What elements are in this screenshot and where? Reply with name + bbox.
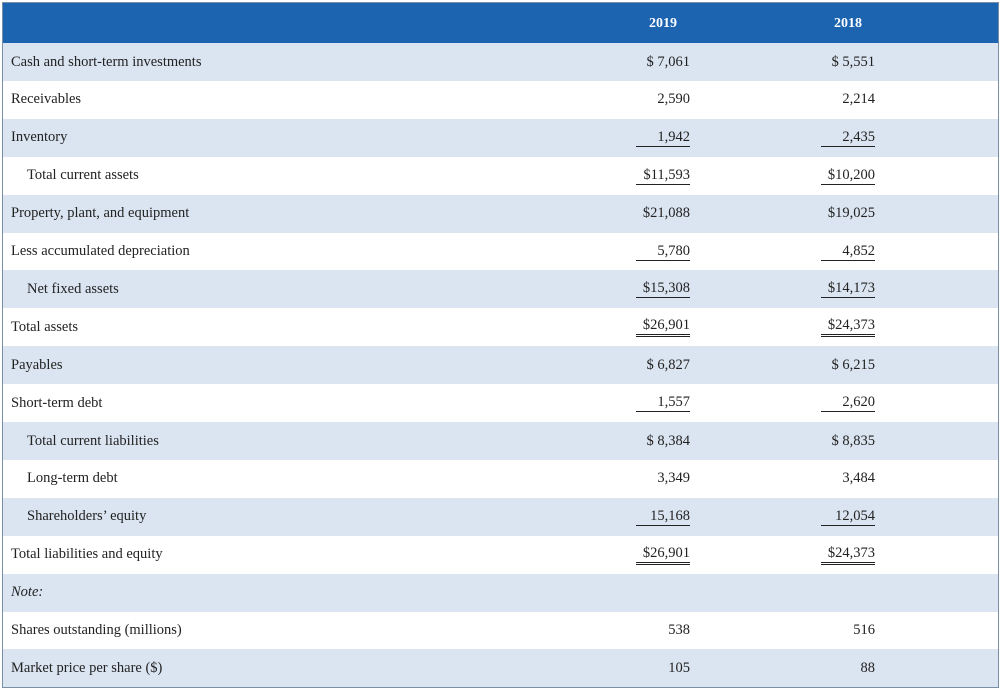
- table-row: Shareholders’ equity 15,168 12,054: [3, 497, 998, 536]
- table-row: Receivables 2,590 2,214: [3, 81, 998, 119]
- table-row: Net fixed assets $15,308 $14,173: [3, 270, 998, 309]
- row-label: Total current assets: [27, 167, 139, 184]
- cell-value: $24,373: [821, 545, 875, 565]
- table-row: Shares outstanding (millions) 538 516: [3, 612, 998, 650]
- cell-value: 3,349: [657, 470, 690, 487]
- table-row: Long-term debt 3,349 3,484: [3, 460, 998, 498]
- table-row: Less accumulated depreciation 5,780 4,852: [3, 233, 998, 271]
- table-row: Short-term debt 1,557 2,620: [3, 384, 998, 422]
- row-label: Receivables: [11, 91, 82, 108]
- cell-value: 88: [860, 659, 876, 676]
- column-header: 2019: [649, 15, 677, 31]
- table-row: Inventory 1,942 2,435: [3, 118, 998, 157]
- cell-value: $24,373: [821, 317, 875, 338]
- row-label: Note:: [11, 584, 44, 601]
- table-row: Property, plant, and equipment $21,088 $19…: [3, 194, 998, 233]
- table-row: Market price per share ($) 105 88: [3, 649, 998, 688]
- row-label: Net fixed assets: [27, 280, 119, 297]
- cell-value: $11,593: [636, 167, 690, 185]
- table-row: Total current assets $11,593 $10,200: [3, 157, 998, 195]
- table-row: Total current liabilities $ 8,384 $ 8,835: [3, 422, 998, 460]
- row-label: Long-term debt: [27, 470, 118, 487]
- row-label: Less accumulated depreciation: [11, 243, 190, 259]
- cell-value: $15,308: [636, 280, 690, 299]
- table-row: Payables $ 6,827 $ 6,215: [3, 346, 998, 385]
- cell-value: 1,942: [636, 129, 690, 147]
- cell-value: $ 8,384: [646, 432, 691, 449]
- row-label: Shareholders’ equity: [27, 508, 147, 525]
- cell-value: 15,168: [636, 508, 690, 526]
- cell-value: $26,901: [636, 545, 690, 565]
- row-label: Inventory: [11, 129, 68, 146]
- row-label: Short-term debt: [11, 394, 103, 411]
- cell-value: 2,590: [657, 91, 690, 108]
- cell-value: $21,088: [642, 205, 690, 222]
- cell-value: 538: [668, 622, 690, 638]
- table-row: Note:: [3, 573, 998, 612]
- row-label: Payables: [11, 356, 63, 373]
- table-row: Cash and short-term investments $ 7,061 $ …: [3, 43, 998, 81]
- row-label: Total current liabilities: [27, 432, 159, 449]
- cell-value: $ 5,551: [831, 53, 876, 70]
- cell-value: 1,557: [636, 394, 690, 413]
- cell-value: $26,901: [636, 317, 690, 338]
- cell-value: $ 8,835: [831, 432, 876, 449]
- cell-value: 12,054: [821, 508, 875, 526]
- cell-value: $10,200: [821, 167, 875, 185]
- cell-value: 4,852: [821, 243, 875, 261]
- cell-value: $19,025: [827, 205, 875, 222]
- cell-value: $ 6,215: [831, 356, 876, 373]
- cell-value: 2,435: [821, 129, 875, 147]
- column-header: 2018: [834, 15, 862, 31]
- cell-value: 105: [668, 659, 690, 676]
- cell-value: $ 6,827: [646, 356, 691, 373]
- row-label: Total assets: [11, 318, 79, 335]
- table-row: Total liabilities and equity $26,901 $24,3…: [3, 536, 998, 574]
- row-label: Shares outstanding (millions): [11, 622, 182, 638]
- cell-value: $ 7,061: [646, 53, 691, 70]
- cell-value: 2,214: [842, 91, 875, 108]
- cell-value: 5,780: [636, 243, 690, 261]
- row-label: Property, plant, and equipment: [11, 205, 190, 222]
- row-label: Total liabilities and equity: [11, 546, 163, 563]
- row-label: Market price per share ($): [11, 659, 163, 676]
- cell-value: 516: [853, 622, 875, 638]
- cell-value: 3,484: [842, 470, 875, 487]
- row-label: Cash and short-term investments: [11, 53, 202, 70]
- table-row: Total assets $26,901 $24,373: [3, 308, 998, 346]
- header-row: 2019 2018: [3, 3, 998, 43]
- cell-value: $14,173: [821, 280, 875, 299]
- cell-value: 2,620: [821, 394, 875, 413]
